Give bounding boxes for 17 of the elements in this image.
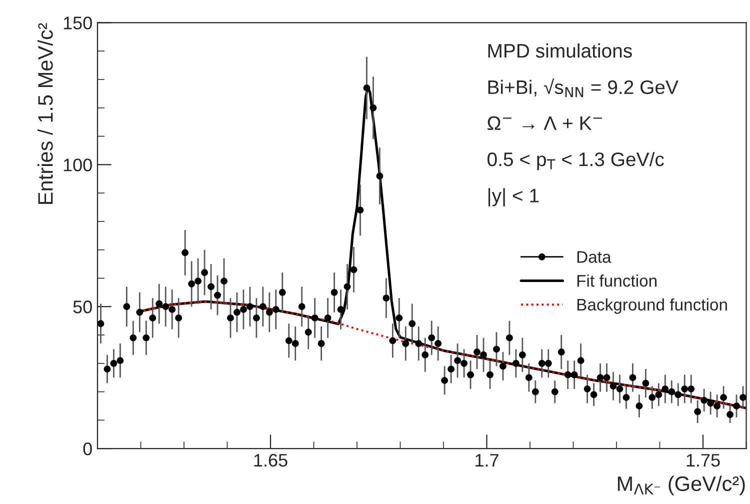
legend-label: Fit function (577, 274, 656, 287)
annotation: 0.5 < p$_{T}$ < 1.3 GeV/c (488, 152, 664, 170)
y-tick-label: 0 (83, 442, 92, 456)
x-axis-title: M$_{ΛK⁻}$ (GeV/c²) (618, 476, 745, 496)
annotation: |y| < 1 (488, 188, 539, 206)
legend-label: Background function (577, 298, 727, 314)
annotation: MPD simulations (488, 43, 632, 58)
annotation: Bi+Bi, √s$_{NN}$ = 9.2 GeV (488, 78, 678, 98)
x-tick-label: 1.75 (686, 454, 720, 467)
y-axis-title: Entries / 1.5 MeV/c² (38, 23, 53, 204)
annotation: Ω$^{−}$ → Λ + K$^{−}$ (488, 116, 602, 130)
y-tick-label: 100 (64, 158, 92, 172)
x-tick-label: 1.7 (476, 454, 498, 467)
legend-label: Data (577, 251, 612, 263)
x-tick-label: 1.65 (254, 454, 288, 467)
y-tick-label: 150 (64, 16, 92, 30)
y-tick-label: 50 (73, 300, 92, 314)
